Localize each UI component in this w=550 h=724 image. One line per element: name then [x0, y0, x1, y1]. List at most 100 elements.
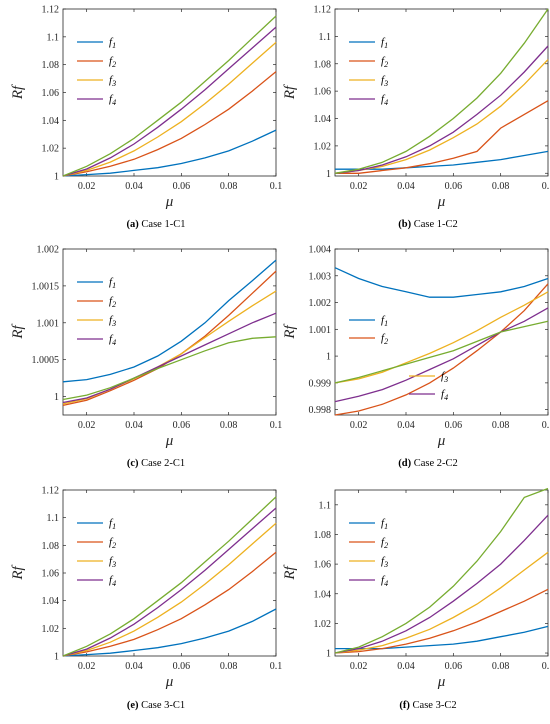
series-line-unlabeled-4 — [62, 496, 277, 657]
y-tick-label: 1.1 — [319, 500, 332, 511]
series-line-f4 — [62, 312, 277, 404]
series-line-unlabeled-4 — [62, 336, 277, 401]
caption-a: (a) Case 1-C1 — [127, 219, 186, 230]
caption-letter: (d) — [398, 458, 412, 469]
series-line-f3 — [62, 522, 277, 657]
series-line-f2 — [335, 100, 549, 174]
legend-label: f1 — [109, 36, 116, 50]
y-axis-label: Rf — [282, 84, 298, 100]
caption-e: (e) Case 3-C1 — [127, 700, 185, 711]
series-line-f4 — [334, 45, 549, 174]
y-tick-label: 1.003 — [309, 271, 332, 282]
plot-area — [62, 8, 277, 177]
legend-label: f3 — [109, 74, 116, 88]
series-line-f4 — [62, 507, 277, 657]
legend: f1 f2 f3 f4 — [349, 36, 388, 107]
y-axis-label: Rf — [282, 324, 298, 340]
y-tick-label: 1.004 — [309, 245, 332, 256]
caption-text: Case 1-C1 — [141, 219, 186, 230]
x-tick-label: 0.08 — [492, 661, 510, 672]
legend-label: f1 — [109, 517, 116, 531]
series-line-f1 — [334, 267, 549, 298]
y-axis-label: Rf — [10, 84, 26, 100]
x-tick-label: 0.02 — [78, 420, 96, 431]
series-line-f2 — [334, 283, 549, 416]
series-line-f3 — [334, 551, 549, 654]
x-tick-label: 0.04 — [125, 181, 143, 192]
series-line-f1 — [335, 150, 549, 170]
x-tick-label: 0.1 — [542, 420, 550, 431]
legend-label: f1 — [381, 517, 388, 531]
y-tick-label: 1.06 — [314, 560, 332, 571]
x-tick-label: 0.04 — [397, 181, 415, 192]
series-line-f1 — [62, 608, 277, 657]
x-tick-label: 0.06 — [173, 181, 191, 192]
plot-area — [334, 248, 549, 416]
x-axis-label: μ — [165, 433, 174, 449]
legend-label: f4 — [441, 388, 448, 402]
chart-panel-b: 0.02 0.04 0.06 0.08 0.1 1 1.02 1.04 1.06 1.08 1.1 1… — [282, 5, 550, 211]
y-axis-label: Rf — [282, 565, 298, 581]
legend-label: f4 — [109, 333, 116, 347]
y-axis-label: Rf — [10, 324, 26, 340]
chart-panel-f: 0.02 0.04 0.06 0.08 0.1 1 1.02 1.04 1.06 1.08 1.1 μ… — [282, 487, 550, 690]
x-tick-label: 0.02 — [78, 661, 96, 672]
caption-text: Case 2-C1 — [141, 458, 186, 469]
x-tick-label: 0.02 — [350, 661, 368, 672]
caption-d: (d) Case 2-C2 — [398, 458, 458, 469]
series-line-f4 — [334, 514, 549, 654]
x-axis-label: μ — [165, 194, 174, 210]
x-tick-label: 0.08 — [492, 420, 510, 431]
chart-panel-a: 0.02 0.04 0.06 0.08 0.1 1 1.02 1.04 1.06 1.08 1.1 1… — [10, 5, 282, 211]
plot-area — [62, 248, 277, 416]
caption-letter: (f) — [399, 700, 410, 711]
caption-text: Case 3-C2 — [412, 700, 457, 711]
legend-label: f2 — [109, 295, 116, 309]
y-tick-label: 1 — [54, 392, 59, 403]
y-tick-label: 1.02 — [314, 619, 332, 630]
series-line-f4 — [62, 26, 277, 177]
legend: f1 f2 f3 f4 — [77, 276, 116, 347]
legend-label: f1 — [381, 36, 388, 50]
y-tick-label: 1 — [54, 652, 59, 663]
legend-label: f3 — [109, 555, 116, 569]
series-line-unlabeled-4 — [334, 487, 549, 654]
x-tick-label: 0.02 — [350, 181, 368, 192]
x-tick-label: 0.04 — [125, 420, 143, 431]
caption-letter: (a) — [126, 219, 139, 230]
caption-letter: (c) — [126, 458, 139, 469]
legend: f1 f2 f3 f4 — [349, 517, 388, 588]
x-axis-label: μ — [165, 674, 174, 690]
plot-area — [334, 8, 549, 177]
x-tick-label: 0.04 — [397, 661, 415, 672]
y-tick-label: 1.04 — [314, 589, 332, 600]
y-tick-label: 1.001 — [37, 318, 60, 329]
series-line-f3 — [62, 41, 277, 177]
y-tick-label: 1.0015 — [32, 281, 60, 292]
x-tick-label: 0.1 — [542, 181, 550, 192]
x-tick-label: 0.1 — [270, 420, 283, 431]
y-tick-label: 1.04 — [42, 116, 60, 127]
y-tick-label: 1 — [326, 352, 331, 363]
series-line-f4 — [334, 307, 549, 403]
x-axis-label: μ — [437, 194, 446, 210]
series-line-f1 — [62, 259, 277, 383]
y-tick-label: 1.1 — [47, 32, 60, 43]
x-tick-label: 0.08 — [220, 181, 238, 192]
series-line-f2 — [334, 588, 549, 654]
legend-label: f1 — [381, 314, 388, 328]
plot-area — [62, 489, 277, 657]
x-tick-label: 0.1 — [542, 661, 550, 672]
y-tick-label: 1.12 — [314, 5, 332, 16]
series-line-f1 — [335, 625, 549, 650]
y-axis-label: Rf — [10, 565, 26, 581]
legend-label: f2 — [109, 536, 116, 550]
y-tick-label: 1 — [54, 172, 59, 183]
y-tick-label: 1.02 — [42, 144, 60, 155]
series-line-f3 — [334, 291, 549, 384]
y-tick-label: 1.08 — [42, 541, 60, 552]
legend-label: f4 — [109, 574, 116, 588]
series-line-f2 — [62, 71, 277, 177]
